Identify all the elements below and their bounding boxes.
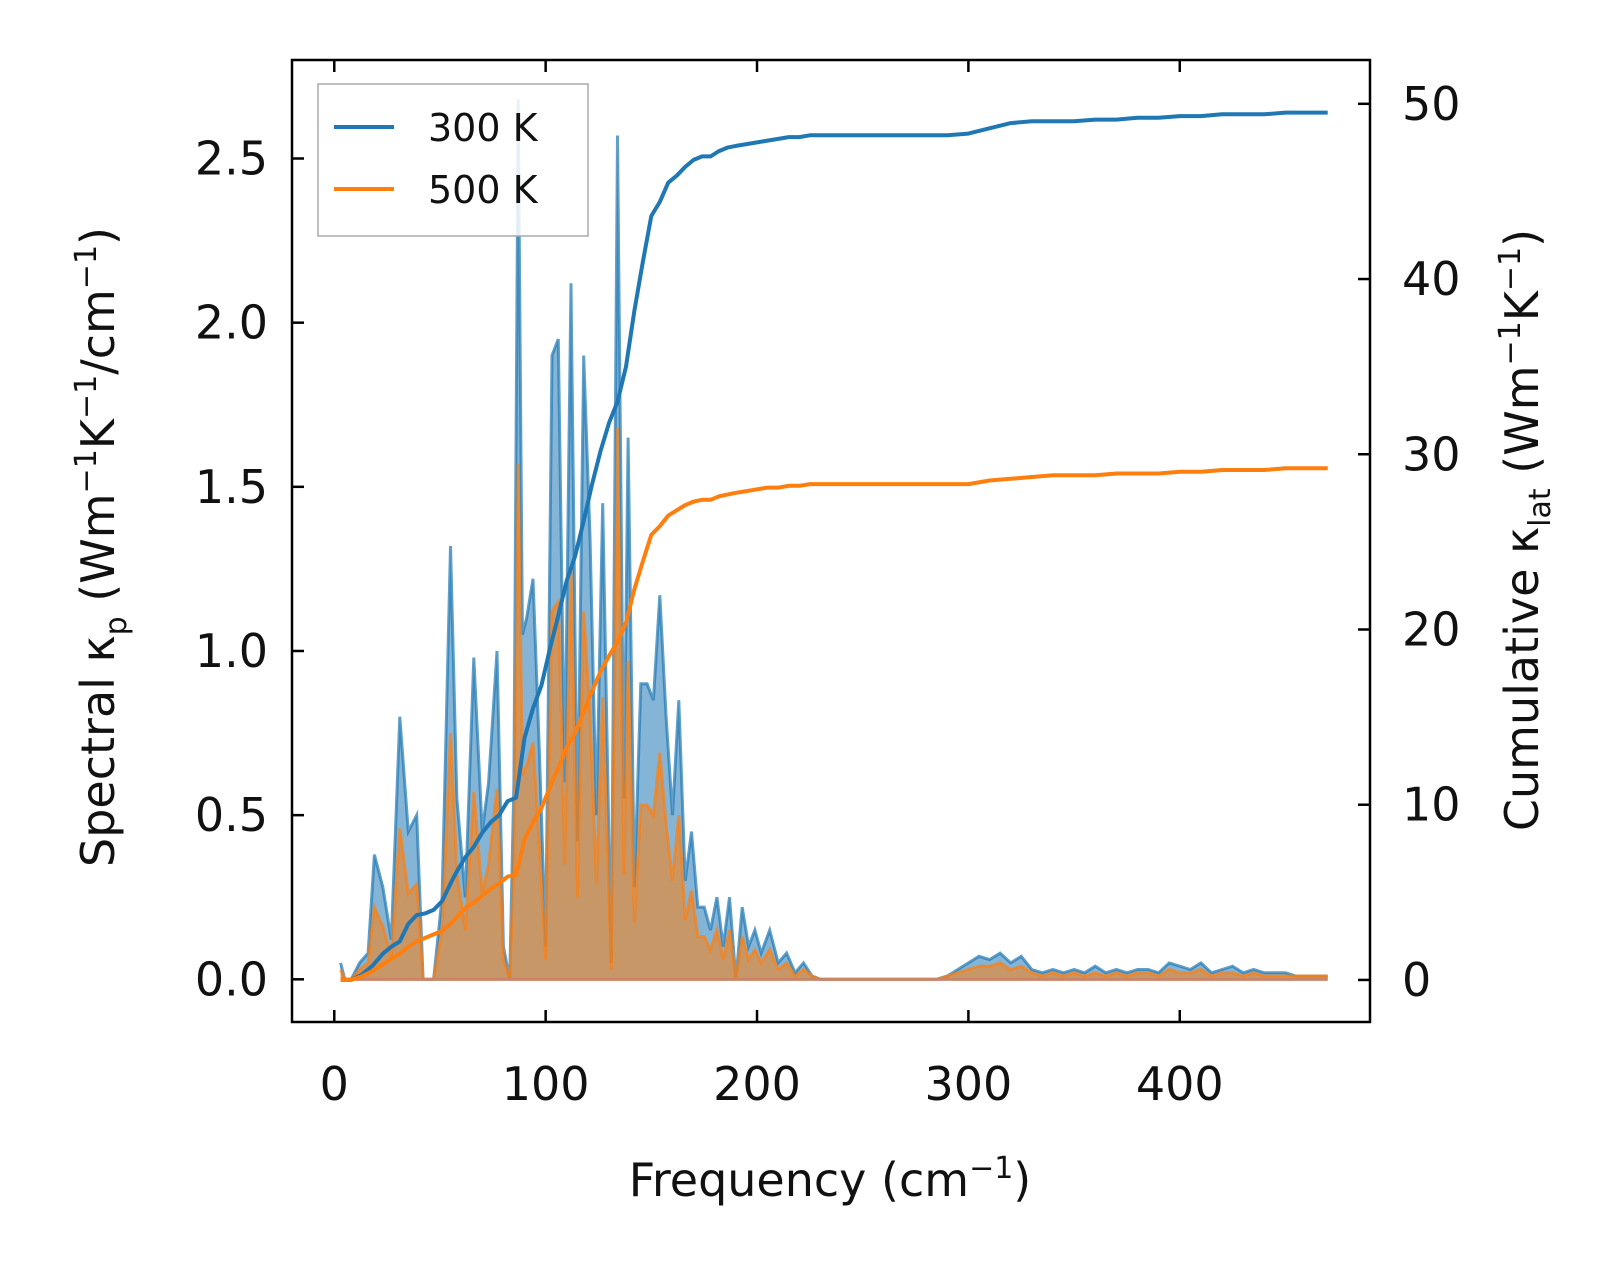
x-tick-label: 200 [713,1057,801,1111]
spectral-line-500k [339,427,1328,981]
cumulative-line-500k [340,466,1328,982]
y-right-tick-label: 0 [1402,953,1431,1007]
legend: 300 K 500 K [317,83,589,237]
x-tick-label: 100 [502,1057,590,1111]
y-left-tick-label: 1.5 [195,460,268,514]
spectral-line-300k [339,99,1328,981]
y-right-tick-label: 50 [1402,77,1461,131]
x-axis-title: Frequency (cm−1) [629,1151,1032,1207]
y-right-tick-label: 40 [1402,252,1461,306]
y-right-tick-label: 30 [1402,427,1461,481]
y-left-tick-label: 2.0 [195,296,268,350]
y-left-tick-label: 0.5 [195,788,268,842]
x-tick-label: 400 [1136,1057,1224,1111]
y-left-tick-label: 2.5 [195,131,268,185]
legend-box [317,83,589,237]
x-tick-label: 300 [924,1057,1012,1111]
x-tick-label: 0 [320,1057,349,1111]
y-right-tick-label: 10 [1402,778,1461,832]
plot-frame [290,58,1372,1024]
cumulative-line-300k [340,110,1328,982]
series-layer [339,99,1328,982]
y-left-tick-label: 1.0 [195,624,268,678]
left-y-axis-title: Spectral κp (Wm−1K−1/cm−1) [69,227,134,867]
legend-label-500k: 500 K [428,168,539,212]
y-left-tick-label: 0.0 [195,952,268,1006]
right-y-axis-title: Cumulative κlat (Wm−1K−1) [1493,229,1558,831]
y-right-tick-label: 20 [1402,602,1461,656]
spectral-area-500k [340,427,1328,980]
legend-label-300k: 300 K [428,106,539,150]
ticks-layer: 0 100 200 300 400 0.0 0.5 1.0 1.5 2.0 2.5 0 10 20 30 40… [195,60,1461,1111]
